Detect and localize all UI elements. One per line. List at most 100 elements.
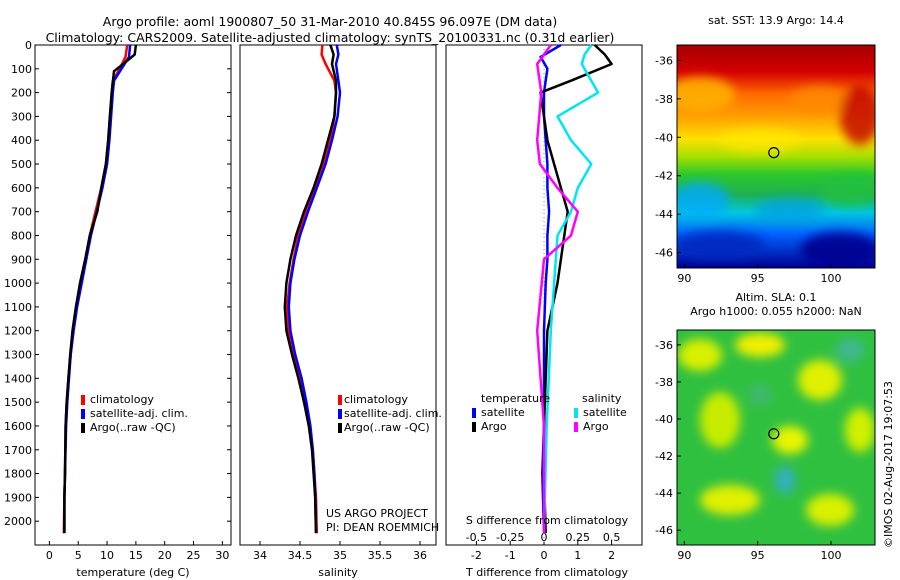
- y-tick-label: 1600: [4, 420, 32, 433]
- x-tick-label: 0: [541, 549, 548, 562]
- map-y-tick-label: -44: [655, 487, 673, 500]
- salinity-legend: climatology satellite-adj. clim. Argo(..…: [338, 393, 442, 434]
- x-tick-label: 5: [75, 549, 82, 562]
- temperature-legend: climatology satellite-adj. clim. Argo(..…: [81, 393, 188, 434]
- temperature-axes-frame: [34, 44, 232, 546]
- difference-legend-salinity-title: salinity: [582, 392, 622, 405]
- salinity-legend-argo: Argo(..raw -QC): [344, 421, 430, 434]
- figure-title-line2: Climatology: CARS2009. Satellite-adjuste…: [45, 30, 615, 45]
- imos-credit: ©IMOS 02-Aug-2017 19:07:53: [882, 381, 895, 548]
- x-tick-label: -2: [471, 549, 482, 562]
- legend-swatch-argo: [338, 423, 342, 433]
- series-line-salinity-argo: [535, 44, 580, 534]
- map-y-tick-label: -44: [655, 208, 673, 221]
- x-tick-label: 36: [413, 549, 427, 562]
- x-tick-label: 1: [574, 549, 581, 562]
- x-tick-label: 30: [215, 549, 229, 562]
- map-x-tick-label: 90: [677, 549, 691, 562]
- salinity-legend-satellite-adj: satellite-adj. clim.: [344, 407, 442, 420]
- y-tick-label: 1200: [4, 325, 32, 338]
- x-tick-label: 35: [333, 549, 347, 562]
- map-x-tick-label: 95: [751, 272, 765, 285]
- map-y-tick-label: -46: [655, 247, 673, 260]
- y-tick-label: 300: [11, 110, 32, 123]
- y-tick-label: 400: [11, 134, 32, 147]
- sla-map-title-line2: Argo h1000: 0.055 h2000: NaN: [690, 305, 862, 318]
- legend-swatch-t-argo: [472, 422, 476, 432]
- x-tick-label: 20: [158, 549, 172, 562]
- x2-tick-label: 0.5: [603, 531, 621, 544]
- y-tick-label: 200: [11, 87, 32, 100]
- legend-swatch-t-satellite: [472, 408, 476, 418]
- figure-title-line1: Argo profile: aoml 1900807_50 31-Mar-201…: [102, 14, 558, 29]
- legend-swatch-s-argo: [574, 422, 578, 432]
- map-y-tick-label: -38: [655, 93, 673, 106]
- argo-location-marker: [768, 147, 780, 159]
- y-tick-label: 700: [11, 206, 32, 219]
- series-line-argo-raw-qc-: [63, 44, 138, 534]
- x-tick-label: 34.5: [288, 549, 313, 562]
- y-tick-label: 100: [11, 63, 32, 76]
- series-line-satellite-adj-clim-: [63, 44, 132, 534]
- y-tick-label: 900: [11, 253, 32, 266]
- legend-swatch-s-satellite: [574, 408, 578, 418]
- legend-swatch-argo: [81, 423, 85, 433]
- y-tick-label: 1900: [4, 491, 32, 504]
- map-y-tick-label: -40: [655, 413, 673, 426]
- map-x-tick-label: 100: [821, 272, 842, 285]
- difference-legend-temperature-title: temperature: [481, 392, 550, 405]
- legend-swatch-satellite-adj: [81, 409, 85, 419]
- series-line-salinity-satellite: [542, 44, 600, 534]
- series-line-satellite-adj-clim-: [287, 44, 342, 534]
- sst-map-title: sat. SST: 13.9 Argo: 14.4: [708, 14, 844, 27]
- salinity-x-axis-label: salinity: [318, 566, 358, 579]
- temperature-x-axis-label: temperature (deg C): [76, 566, 189, 579]
- temperature-panel: 0100200300400500600700800900100011001200…: [4, 39, 232, 579]
- map-x-tick-label: 100: [821, 549, 842, 562]
- sla-map-title-line1: Altim. SLA: 0.1: [735, 291, 816, 304]
- map-y-tick-label: -38: [655, 376, 673, 389]
- y-tick-label: 1700: [4, 444, 32, 457]
- series-line-temperature-argo: [539, 44, 613, 534]
- map-y-tick-label: -40: [655, 131, 673, 144]
- salinity-panel: 34 34.5 35 35.5 36 climatology satellite-adj…: [239, 44, 442, 579]
- difference-legend-t-argo: Argo: [481, 420, 507, 433]
- y-tick-label: 2000: [4, 515, 32, 528]
- temperature-legend-argo: Argo(..raw -QC): [90, 421, 176, 434]
- difference-legend-s-satellite: satellite: [583, 406, 627, 419]
- sla-map-frame: [676, 329, 876, 546]
- difference-legend: temperature salinity satellite Argo sate…: [472, 392, 627, 433]
- map-y-tick-label: -42: [655, 170, 673, 183]
- y-tick-label: 1500: [4, 396, 32, 409]
- x-tick-label: 25: [187, 549, 201, 562]
- legend-swatch-climatology: [81, 395, 85, 405]
- y-tick-label: 500: [11, 158, 32, 171]
- legend-swatch-satellite-adj: [338, 409, 342, 419]
- sla-map-image: [677, 330, 875, 545]
- map-x-tick-label: 90: [677, 272, 691, 285]
- temperature-legend-climatology: climatology: [90, 393, 154, 406]
- difference-legend-s-argo: Argo: [583, 420, 609, 433]
- x-tick-label: 10: [100, 549, 114, 562]
- x-tick-label: 0: [46, 549, 53, 562]
- sst-map-panel: sat. SST: 13.9 Argo: 14.4 90 95 100 -36 -38 -…: [655, 14, 876, 285]
- y-tick-label: 1800: [4, 468, 32, 481]
- x2-tick-label: -0.25: [496, 531, 524, 544]
- y-tick-label: 1400: [4, 372, 32, 385]
- salinity-legend-climatology: climatology: [344, 393, 408, 406]
- temperature-legend-satellite-adj: satellite-adj. clim.: [90, 407, 188, 420]
- series-line-climatology: [62, 44, 129, 534]
- x-tick-label: 2: [608, 549, 615, 562]
- map-y-tick-label: -46: [655, 524, 673, 537]
- x2-tick-label: 0.25: [566, 531, 591, 544]
- x-tick-label: 35.5: [368, 549, 393, 562]
- map-y-tick-label: -42: [655, 450, 673, 463]
- x-tick-label: -1: [505, 549, 516, 562]
- difference-x2-axis-label: S difference from climatology: [466, 514, 629, 527]
- map-x-tick-label: 95: [751, 549, 765, 562]
- salinity-annotation-line1: US ARGO PROJECT: [326, 507, 428, 520]
- legend-swatch-climatology: [338, 395, 342, 405]
- y-tick-label: 1000: [4, 277, 32, 290]
